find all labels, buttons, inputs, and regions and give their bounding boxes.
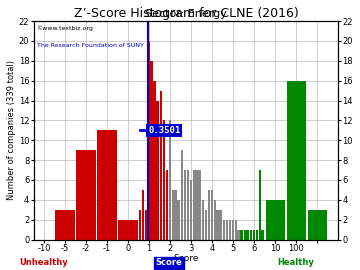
Bar bbox=[150, 61, 153, 239]
Bar bbox=[168, 120, 171, 239]
Bar bbox=[307, 210, 327, 239]
Bar bbox=[195, 170, 198, 239]
Text: Healthy: Healthy bbox=[277, 258, 314, 267]
Bar bbox=[139, 210, 141, 239]
Bar bbox=[193, 170, 195, 239]
Bar bbox=[229, 220, 231, 239]
Bar bbox=[223, 220, 225, 239]
Bar bbox=[156, 100, 159, 239]
Bar bbox=[175, 190, 177, 239]
Bar bbox=[256, 230, 258, 239]
Bar bbox=[244, 230, 247, 239]
Bar bbox=[153, 81, 156, 239]
Bar bbox=[250, 230, 252, 239]
Bar bbox=[220, 210, 222, 239]
Text: Score: Score bbox=[156, 258, 183, 267]
Bar bbox=[238, 230, 240, 239]
Bar bbox=[186, 170, 189, 239]
Bar bbox=[258, 170, 261, 239]
Text: Sector: Energy: Sector: Energy bbox=[145, 9, 227, 19]
Bar bbox=[213, 200, 216, 239]
Bar bbox=[205, 210, 207, 239]
Bar bbox=[240, 230, 243, 239]
Bar bbox=[226, 220, 229, 239]
Bar bbox=[235, 220, 237, 239]
Bar bbox=[198, 170, 201, 239]
Title: Z’-Score Histogram for CLNE (2016): Z’-Score Histogram for CLNE (2016) bbox=[73, 7, 298, 20]
Bar bbox=[261, 230, 264, 239]
Bar bbox=[145, 210, 147, 239]
Bar bbox=[211, 190, 213, 239]
Bar bbox=[118, 220, 138, 239]
Text: 0.3501: 0.3501 bbox=[148, 126, 180, 135]
Bar bbox=[231, 220, 234, 239]
Y-axis label: Number of companies (339 total): Number of companies (339 total) bbox=[7, 60, 16, 200]
Bar bbox=[216, 210, 219, 239]
Bar bbox=[55, 210, 75, 239]
Text: The Research Foundation of SUNY: The Research Foundation of SUNY bbox=[37, 43, 143, 48]
Bar bbox=[184, 170, 186, 239]
Bar bbox=[177, 200, 180, 239]
Bar bbox=[247, 230, 249, 239]
Bar bbox=[190, 180, 192, 239]
Bar bbox=[253, 230, 255, 239]
Text: Unhealthy: Unhealthy bbox=[19, 258, 68, 267]
Bar bbox=[160, 91, 162, 239]
Bar bbox=[181, 150, 184, 239]
X-axis label: Score: Score bbox=[173, 254, 199, 263]
Text: ©www.textbiz.org: ©www.textbiz.org bbox=[37, 25, 94, 31]
Bar bbox=[166, 170, 168, 239]
Bar bbox=[266, 200, 285, 239]
Bar bbox=[208, 190, 210, 239]
Bar bbox=[202, 200, 204, 239]
Bar bbox=[287, 81, 306, 239]
Bar bbox=[142, 190, 144, 239]
Bar bbox=[148, 41, 150, 239]
Bar bbox=[171, 190, 174, 239]
Bar bbox=[163, 120, 165, 239]
Bar bbox=[98, 130, 117, 239]
Bar bbox=[76, 150, 96, 239]
